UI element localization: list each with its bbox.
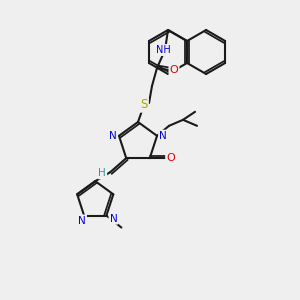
Text: N: N [78, 216, 86, 226]
Text: H: H [98, 168, 106, 178]
Text: O: O [169, 65, 178, 75]
Text: O: O [167, 153, 175, 163]
Text: NH: NH [156, 45, 170, 55]
Text: S: S [140, 98, 148, 112]
Text: N: N [109, 131, 117, 141]
Text: N: N [159, 131, 167, 141]
Text: N: N [110, 214, 117, 224]
